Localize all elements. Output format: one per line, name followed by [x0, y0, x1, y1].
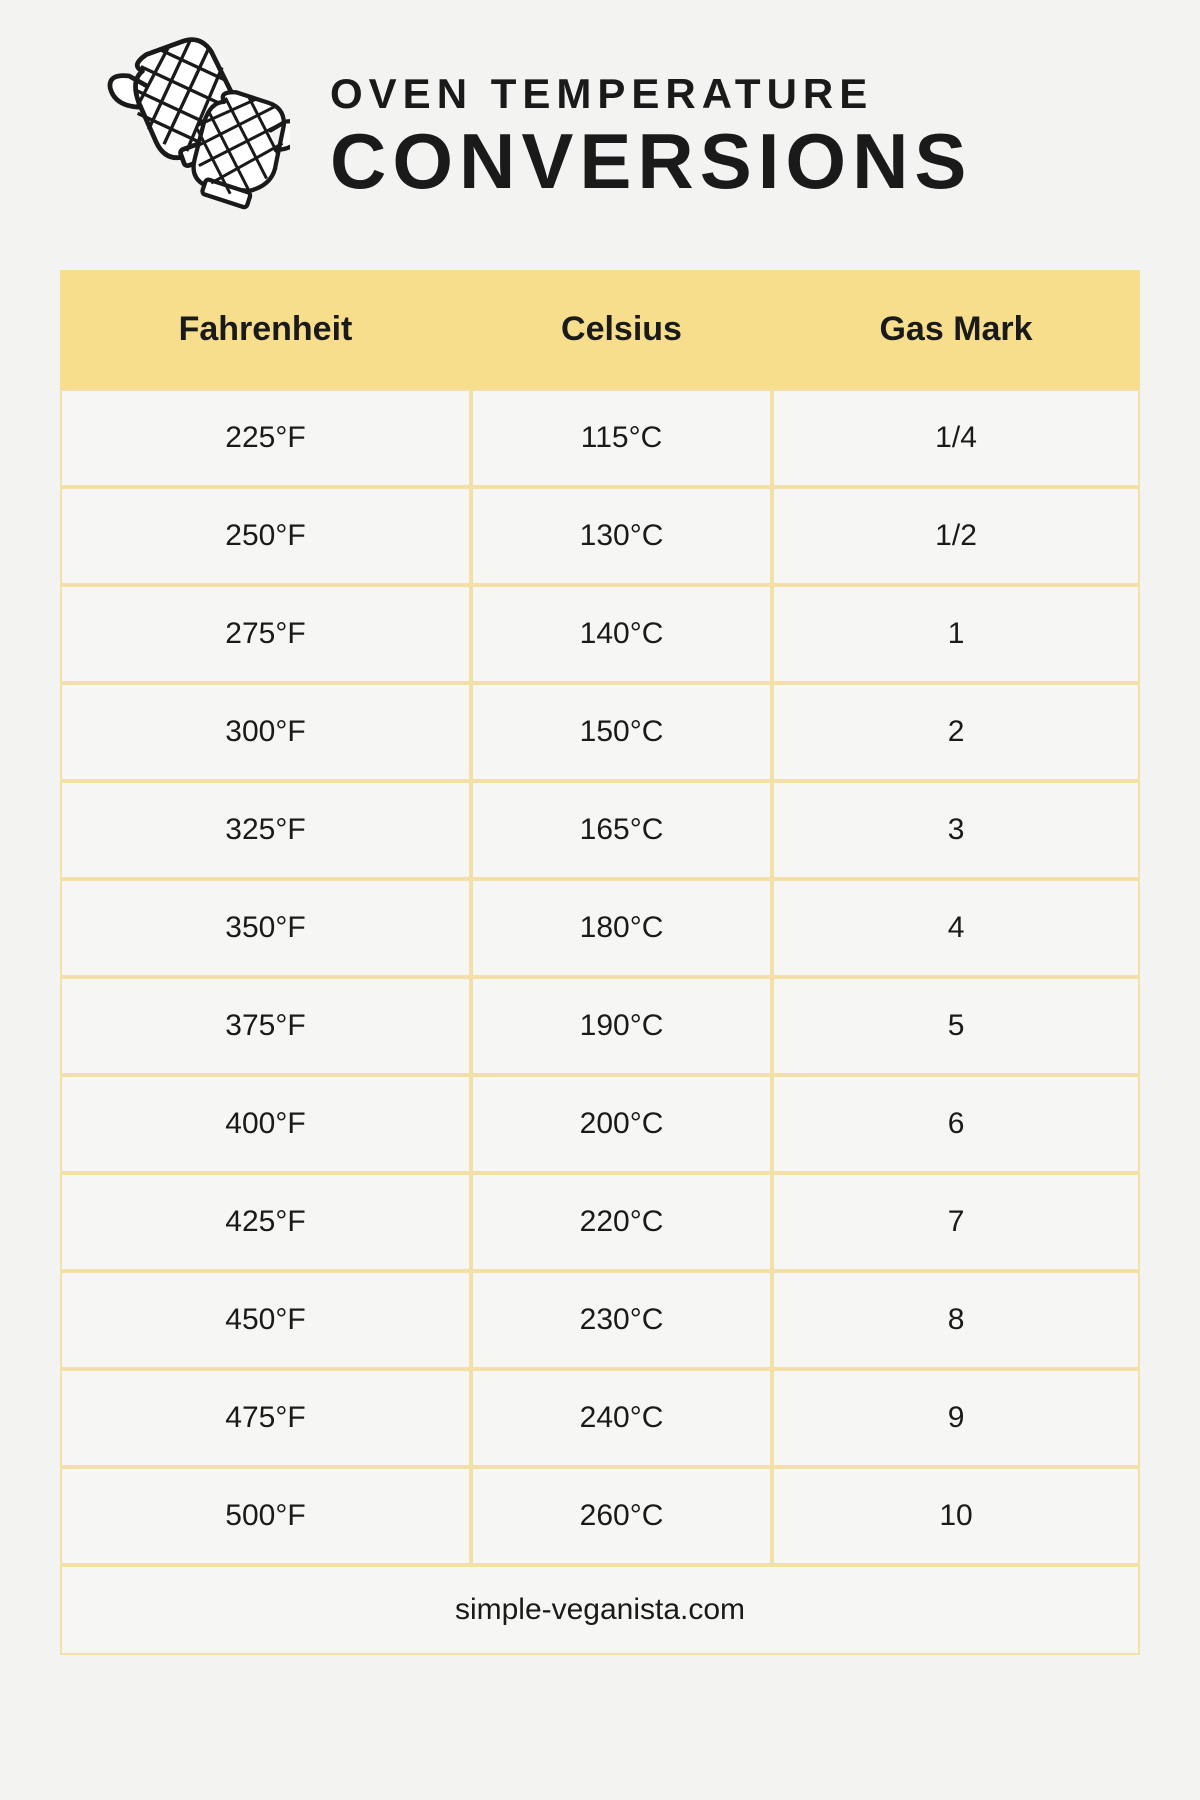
table-row: 225°F115°C1/4 — [60, 389, 1140, 487]
table-cell: 450°F — [60, 1271, 471, 1369]
table-cell: 165°C — [471, 781, 772, 879]
title-block: OVEN TEMPERATURE CONVERSIONS — [330, 60, 1140, 200]
table-row: 500°F260°C10 — [60, 1467, 1140, 1565]
table-footer: simple-veganista.com — [60, 1565, 1140, 1655]
table-row: 275°F140°C1 — [60, 585, 1140, 683]
column-header-gasmark: Gas Mark — [772, 270, 1140, 389]
column-header-celsius: Celsius — [471, 270, 772, 389]
table-row: 475°F240°C9 — [60, 1369, 1140, 1467]
table-cell: 475°F — [60, 1369, 471, 1467]
table-cell: 230°C — [471, 1271, 772, 1369]
table-cell: 350°F — [60, 879, 471, 977]
table-body: 225°F115°C1/4250°F130°C1/2275°F140°C1300… — [60, 389, 1140, 1565]
table-row: 450°F230°C8 — [60, 1271, 1140, 1369]
table-cell: 4 — [772, 879, 1140, 977]
table-row: 300°F150°C2 — [60, 683, 1140, 781]
table-cell: 190°C — [471, 977, 772, 1075]
conversion-table: Fahrenheit Celsius Gas Mark 225°F115°C1/… — [60, 270, 1140, 1655]
table-cell: 300°F — [60, 683, 471, 781]
table-cell: 240°C — [471, 1369, 772, 1467]
table-cell: 5 — [772, 977, 1140, 1075]
table-cell: 1 — [772, 585, 1140, 683]
table-cell: 8 — [772, 1271, 1140, 1369]
table-cell: 220°C — [471, 1173, 772, 1271]
table-cell: 375°F — [60, 977, 471, 1075]
table-row: 325°F165°C3 — [60, 781, 1140, 879]
oven-mitts-icon — [100, 30, 290, 220]
table-cell: 250°F — [60, 487, 471, 585]
table-cell: 140°C — [471, 585, 772, 683]
table-cell: 115°C — [471, 389, 772, 487]
table-cell: 9 — [772, 1369, 1140, 1467]
table-cell: 150°C — [471, 683, 772, 781]
table-cell: 130°C — [471, 487, 772, 585]
table-cell: 260°C — [471, 1467, 772, 1565]
table-cell: 10 — [772, 1467, 1140, 1565]
page-header: OVEN TEMPERATURE CONVERSIONS — [60, 60, 1140, 220]
table-row: 400°F200°C6 — [60, 1075, 1140, 1173]
table-cell: 180°C — [471, 879, 772, 977]
table-cell: 7 — [772, 1173, 1140, 1271]
table-cell: 1/4 — [772, 389, 1140, 487]
table-cell: 225°F — [60, 389, 471, 487]
table-row: 375°F190°C5 — [60, 977, 1140, 1075]
table-cell: 500°F — [60, 1467, 471, 1565]
page-subtitle: OVEN TEMPERATURE — [330, 70, 1140, 118]
table-row: 350°F180°C4 — [60, 879, 1140, 977]
page-title: CONVERSIONS — [330, 122, 1140, 200]
table-cell: 275°F — [60, 585, 471, 683]
table-header: Fahrenheit Celsius Gas Mark — [60, 270, 1140, 389]
table-cell: 425°F — [60, 1173, 471, 1271]
table-cell: 200°C — [471, 1075, 772, 1173]
table-cell: 325°F — [60, 781, 471, 879]
table-row: 250°F130°C1/2 — [60, 487, 1140, 585]
table-cell: 3 — [772, 781, 1140, 879]
table-row: 425°F220°C7 — [60, 1173, 1140, 1271]
column-header-fahrenheit: Fahrenheit — [60, 270, 471, 389]
footer-credit: simple-veganista.com — [60, 1565, 1140, 1655]
table-cell: 1/2 — [772, 487, 1140, 585]
table-cell: 400°F — [60, 1075, 471, 1173]
table-cell: 6 — [772, 1075, 1140, 1173]
table-cell: 2 — [772, 683, 1140, 781]
